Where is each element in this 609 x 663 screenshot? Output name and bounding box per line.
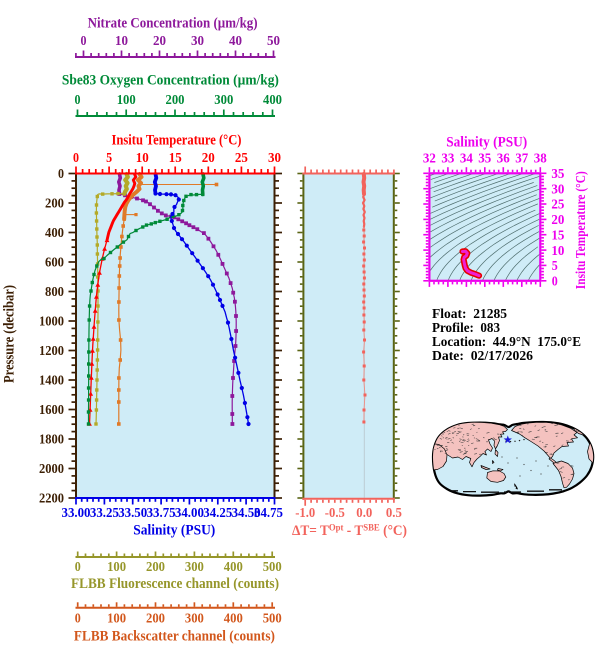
- svg-text:33.25: 33.25: [90, 506, 119, 521]
- svg-text:500: 500: [263, 560, 282, 575]
- svg-text:300: 300: [185, 611, 204, 626]
- svg-text:1000: 1000: [39, 315, 64, 330]
- svg-text:10: 10: [551, 244, 564, 259]
- svg-text:400: 400: [45, 226, 64, 241]
- svg-text:400: 400: [263, 93, 282, 108]
- svg-text:30: 30: [551, 182, 564, 197]
- svg-text:15: 15: [169, 151, 182, 166]
- svg-text:600: 600: [45, 256, 64, 271]
- svg-text:10: 10: [115, 34, 128, 49]
- svg-text:34: 34: [460, 152, 473, 167]
- svg-text:0.0: 0.0: [356, 506, 372, 521]
- svg-text:800: 800: [45, 285, 64, 300]
- svg-text:2000: 2000: [39, 462, 64, 477]
- svg-text:30: 30: [191, 34, 204, 49]
- svg-text:Pressure (decibar): Pressure (decibar): [2, 285, 18, 383]
- svg-text:32: 32: [423, 152, 436, 167]
- svg-text:20: 20: [153, 34, 166, 49]
- svg-text:200: 200: [146, 611, 165, 626]
- svg-text:Salinity (PSU): Salinity (PSU): [446, 135, 527, 151]
- svg-text:15: 15: [551, 228, 564, 243]
- svg-text:35: 35: [551, 167, 564, 182]
- svg-text:25: 25: [235, 151, 248, 166]
- svg-text:34.00: 34.00: [175, 506, 204, 521]
- svg-text:1200: 1200: [39, 344, 64, 359]
- svg-text:Location: 44.9°N 175.0°E: Location: 44.9°N 175.0°E: [432, 334, 581, 349]
- svg-text:40: 40: [229, 34, 242, 49]
- svg-text:20: 20: [202, 151, 215, 166]
- svg-text:33.75: 33.75: [147, 506, 176, 521]
- svg-text:34.25: 34.25: [203, 506, 232, 521]
- svg-text:0: 0: [75, 611, 81, 626]
- svg-text:ΔT= TOpt - TSBE (°C): ΔT= TOpt - TSBE (°C): [292, 523, 407, 539]
- svg-text:-1.0: -1.0: [295, 506, 315, 521]
- svg-text:FLBB Backscatter channel (coun: FLBB Backscatter channel (counts): [74, 628, 275, 644]
- svg-text:0: 0: [75, 560, 81, 575]
- svg-text:Date: 02/17/2026: Date: 02/17/2026: [432, 348, 533, 363]
- svg-text:25: 25: [551, 198, 564, 213]
- svg-text:33.50: 33.50: [118, 506, 147, 521]
- svg-text:20: 20: [551, 213, 564, 228]
- svg-text:Sbe83 Oxygen Concentration (µm: Sbe83 Oxygen Concentration (µm/kg): [62, 73, 279, 89]
- svg-text:Insitu Temperature (°C): Insitu Temperature (°C): [573, 171, 588, 289]
- svg-text:37: 37: [515, 152, 528, 167]
- svg-text:35: 35: [478, 152, 491, 167]
- svg-text:0.5: 0.5: [386, 506, 402, 521]
- svg-text:50: 50: [267, 34, 280, 49]
- svg-text:33: 33: [441, 152, 454, 167]
- svg-text:10: 10: [136, 151, 149, 166]
- svg-text:Float: 21285: Float: 21285: [432, 306, 507, 321]
- svg-text:1600: 1600: [39, 403, 64, 418]
- svg-text:5: 5: [552, 259, 558, 274]
- svg-text:200: 200: [45, 197, 64, 212]
- svg-text:0: 0: [75, 93, 81, 108]
- svg-text:100: 100: [117, 93, 136, 108]
- svg-text:0: 0: [58, 167, 64, 182]
- svg-text:Nitrate Concentration (µm/kg): Nitrate Concentration (µm/kg): [88, 16, 258, 32]
- svg-text:300: 300: [185, 560, 204, 575]
- svg-text:0: 0: [73, 151, 79, 166]
- svg-text:1400: 1400: [39, 374, 64, 389]
- svg-text:34.50: 34.50: [232, 506, 261, 521]
- svg-text:36: 36: [497, 152, 510, 167]
- svg-text:300: 300: [214, 93, 233, 108]
- svg-text:Profile: 083: Profile: 083: [432, 320, 500, 335]
- svg-text:38: 38: [534, 152, 547, 167]
- svg-text:33.00: 33.00: [62, 506, 91, 521]
- svg-text:2200: 2200: [39, 492, 64, 507]
- svg-text:400: 400: [224, 560, 243, 575]
- svg-text:-0.5: -0.5: [325, 506, 345, 521]
- svg-text:1800: 1800: [39, 433, 64, 448]
- svg-text:5: 5: [106, 151, 112, 166]
- svg-text:200: 200: [146, 560, 165, 575]
- svg-text:100: 100: [107, 560, 126, 575]
- svg-text:500: 500: [263, 611, 282, 626]
- svg-text:Salinity (PSU): Salinity (PSU): [133, 522, 215, 538]
- svg-text:Insitu Temperature (°C): Insitu Temperature (°C): [112, 133, 242, 149]
- svg-text:30: 30: [268, 151, 281, 166]
- svg-text:0: 0: [552, 275, 558, 290]
- svg-text:0: 0: [81, 34, 87, 49]
- svg-text:100: 100: [107, 611, 126, 626]
- svg-text:400: 400: [224, 611, 243, 626]
- svg-text:200: 200: [166, 93, 185, 108]
- svg-text:FLBB Fluorescence channel (cou: FLBB Fluorescence channel (counts): [71, 576, 279, 592]
- svg-text:34.75: 34.75: [254, 506, 283, 521]
